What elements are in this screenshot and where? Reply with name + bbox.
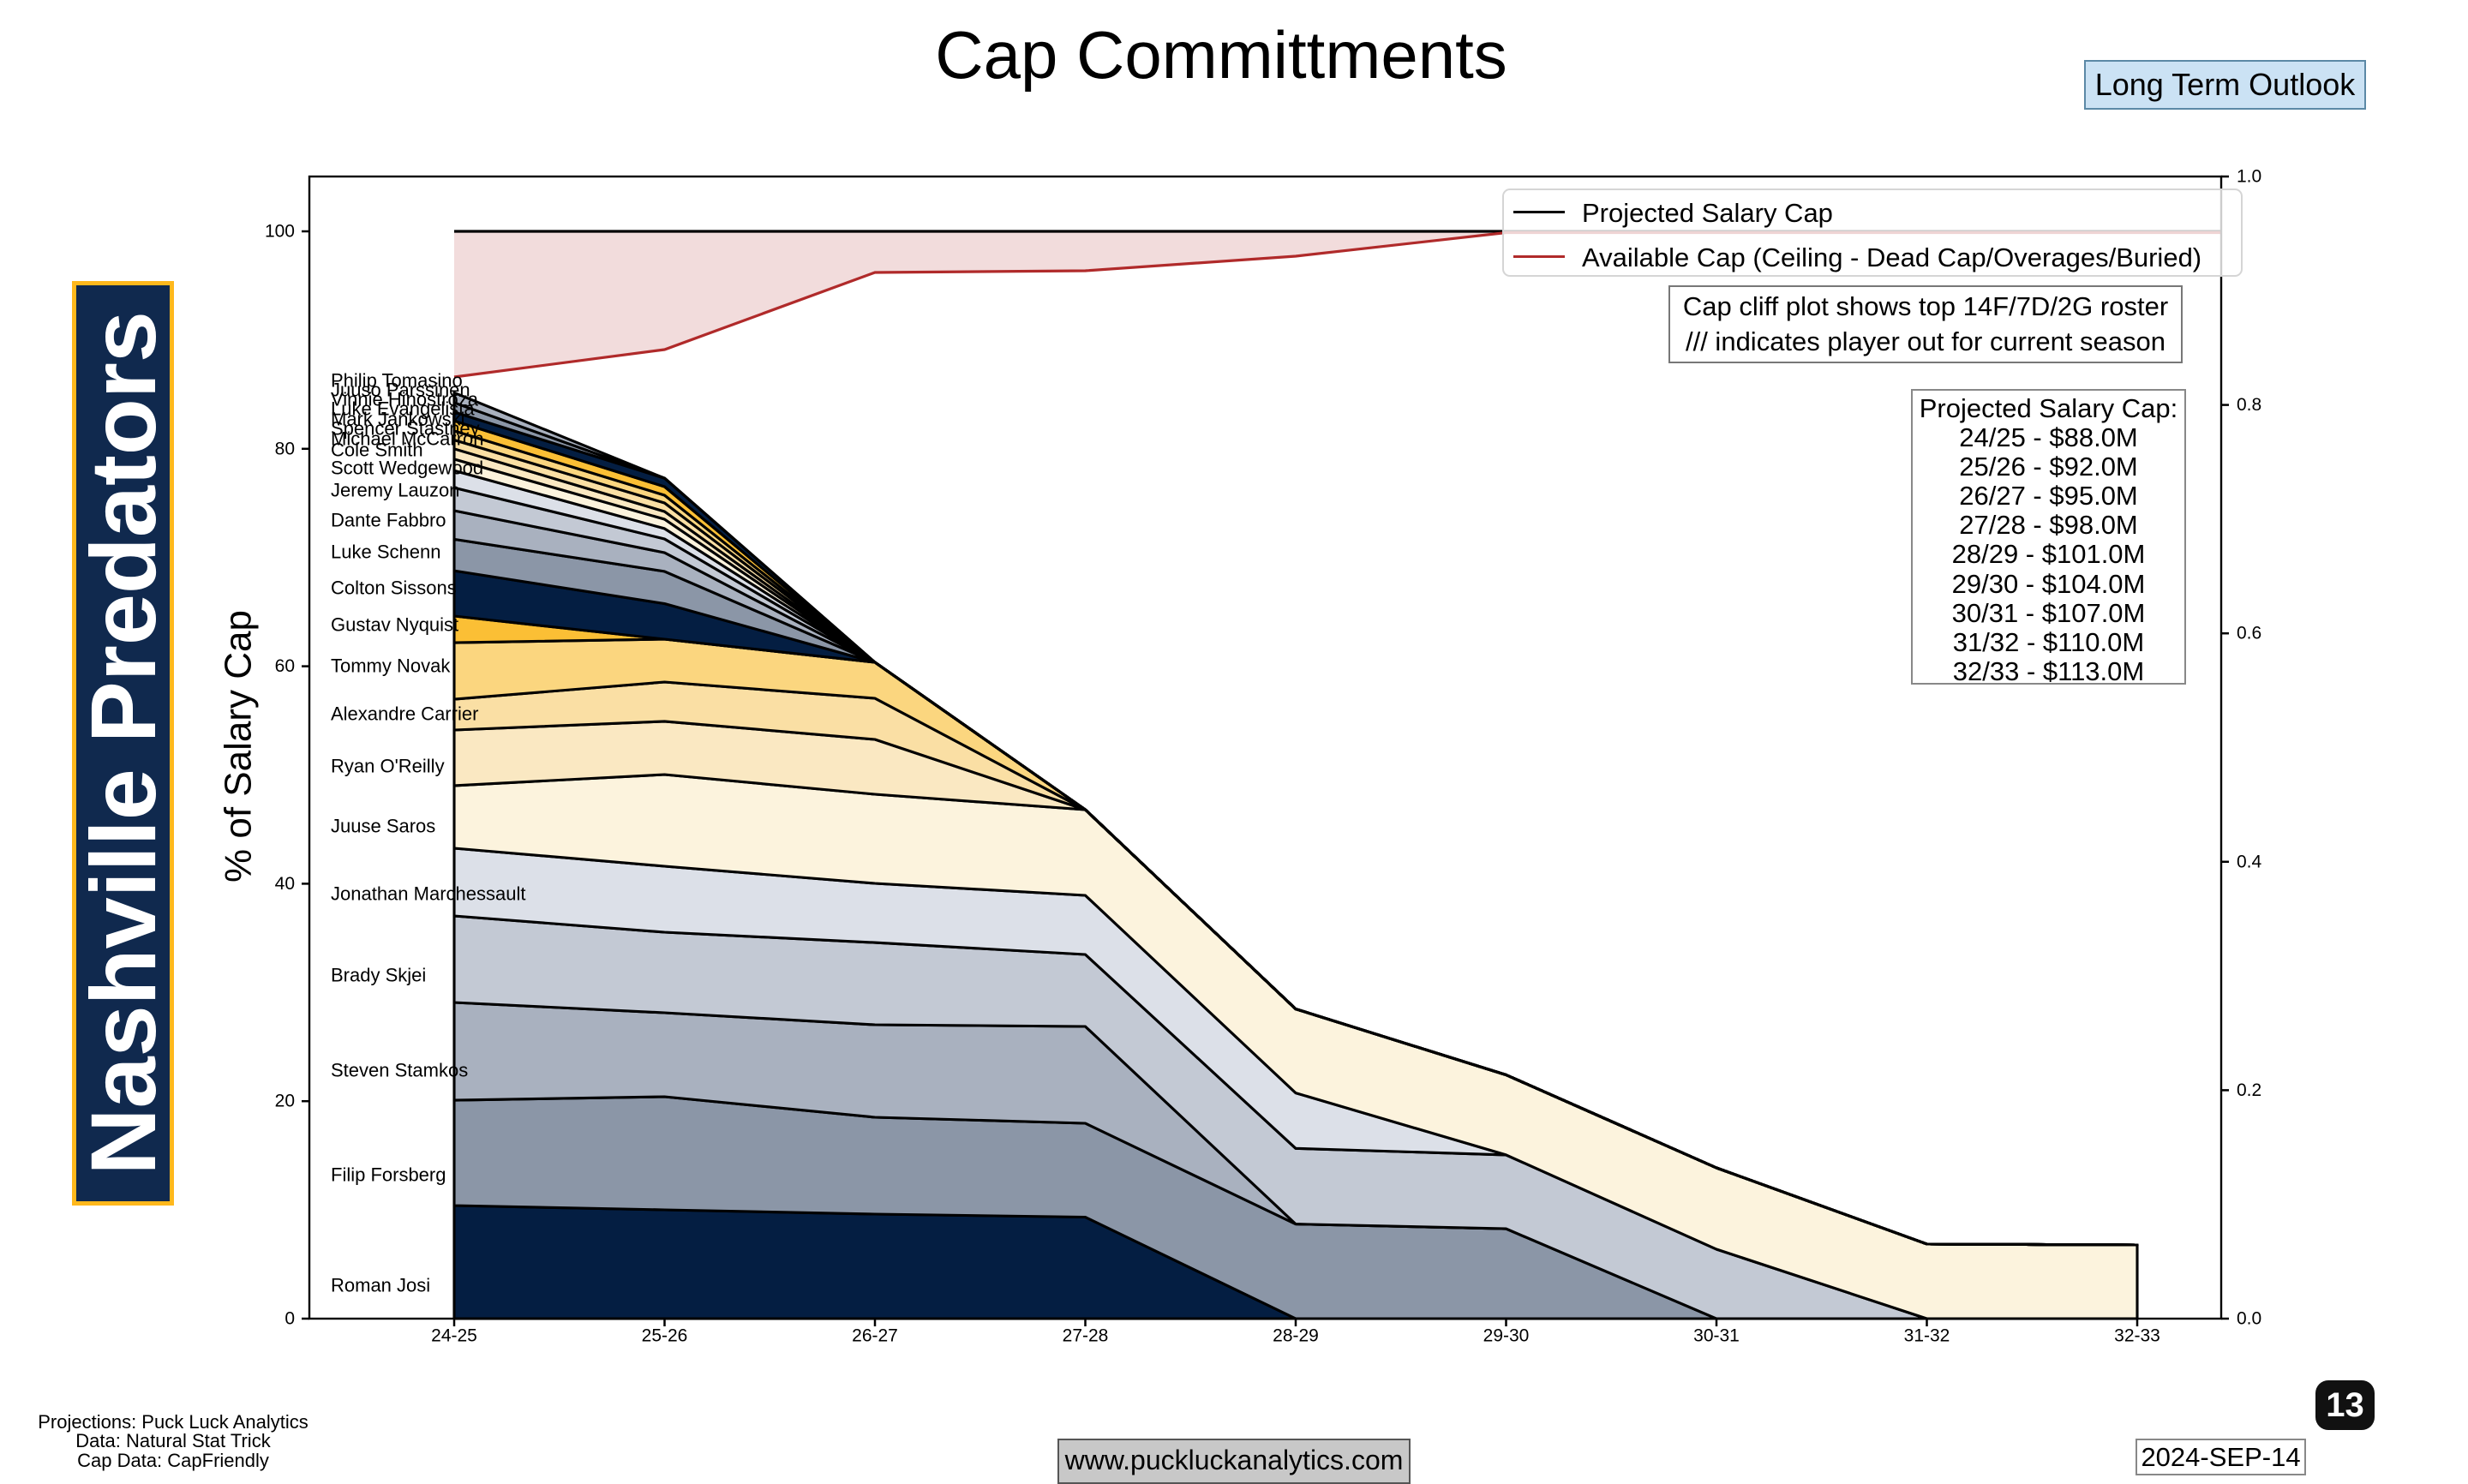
svg-text:Steven Stamkos: Steven Stamkos [331, 1060, 468, 1081]
svg-text:Jeremy Lauzon: Jeremy Lauzon [331, 480, 459, 501]
svg-text:40: 40 [275, 874, 295, 894]
svg-text:0: 0 [285, 1309, 295, 1329]
svg-text:Philip Tomasino: Philip Tomasino [331, 370, 463, 392]
svg-text:28-29: 28-29 [1273, 1326, 1319, 1346]
svg-text:24-25: 24-25 [431, 1326, 477, 1346]
svg-text:Luke Schenn: Luke Schenn [331, 542, 440, 563]
svg-text:Vinnie Hinostroza: Vinnie Hinostroza [331, 389, 479, 410]
svg-text:32-33: 32-33 [2114, 1326, 2160, 1346]
svg-text:Luke Evangelista: Luke Evangelista [331, 398, 475, 420]
svg-text:25-26: 25-26 [642, 1326, 688, 1346]
svg-text:30-31: 30-31 [1693, 1326, 1740, 1346]
svg-text:Spencer Stastney: Spencer Stastney [331, 418, 480, 440]
svg-text:0.0: 0.0 [2237, 1309, 2261, 1329]
svg-text:Tommy Novak: Tommy Novak [331, 655, 451, 677]
svg-text:Scott Wedgewood: Scott Wedgewood [331, 458, 483, 479]
svg-text:Alexandre Carrier: Alexandre Carrier [331, 703, 478, 725]
svg-text:Gustav Nyquist: Gustav Nyquist [331, 614, 458, 636]
svg-text:Roman Josi: Roman Josi [331, 1275, 430, 1296]
svg-text:Mark Jankowski: Mark Jankowski [331, 409, 464, 430]
svg-text:Michael McCarron: Michael McCarron [331, 428, 484, 450]
svg-text:29-30: 29-30 [1483, 1326, 1530, 1346]
svg-text:0.6: 0.6 [2237, 624, 2261, 643]
svg-text:0.8: 0.8 [2237, 395, 2261, 415]
svg-text:Colton Sissons: Colton Sissons [331, 577, 457, 599]
svg-text:Juuse Saros: Juuse Saros [331, 816, 435, 837]
svg-text:Dante Fabbro: Dante Fabbro [331, 510, 446, 531]
svg-text:31-32: 31-32 [1904, 1326, 1950, 1346]
svg-text:27-28: 27-28 [1063, 1326, 1109, 1346]
svg-text:Cole Smith: Cole Smith [331, 440, 423, 461]
svg-text:% of Salary Cap: % of Salary Cap [218, 610, 260, 883]
svg-text:1.0: 1.0 [2237, 167, 2261, 187]
svg-text:20: 20 [275, 1092, 295, 1111]
svg-text:100: 100 [265, 222, 295, 242]
svg-text:Juuso Parssinen: Juuso Parssinen [331, 380, 470, 401]
svg-text:0.4: 0.4 [2237, 852, 2262, 871]
svg-text:0.2: 0.2 [2237, 1080, 2261, 1100]
svg-text:Filip Forsberg: Filip Forsberg [331, 1164, 446, 1186]
svg-text:80: 80 [275, 439, 295, 458]
svg-text:Jonathan Marchessault: Jonathan Marchessault [331, 883, 525, 905]
svg-text:Ryan O'Reilly: Ryan O'Reilly [331, 756, 445, 777]
svg-text:26-27: 26-27 [852, 1326, 898, 1346]
svg-text:Brady Skjei: Brady Skjei [331, 965, 426, 986]
svg-text:60: 60 [275, 656, 295, 676]
